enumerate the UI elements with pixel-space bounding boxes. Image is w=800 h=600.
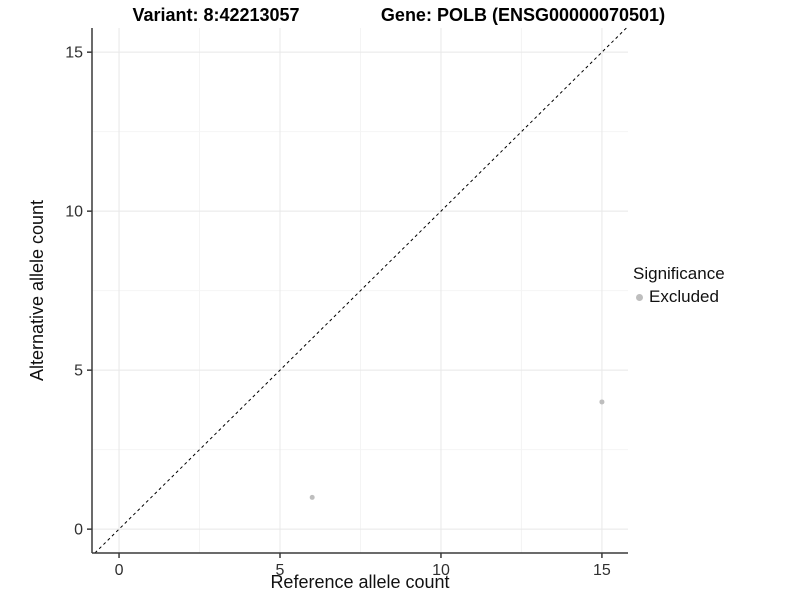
y-axis-title: Alternative allele count: [27, 199, 48, 382]
x-tick-label: 10: [432, 562, 450, 579]
x-tick-label: 5: [276, 562, 285, 579]
y-tick-label: 10: [65, 204, 83, 221]
identity-line: [94, 27, 627, 554]
legend-item-label: Excluded: [649, 287, 719, 306]
x-axis-title: Reference allele count: [270, 572, 450, 592]
data-point: [599, 399, 605, 405]
y-tick-label: 0: [74, 522, 83, 539]
y-tick-label: 5: [74, 363, 83, 380]
legend-key-dot: [636, 293, 643, 301]
legend-title: Significance: [633, 264, 725, 283]
data-point: [309, 494, 315, 500]
gene-title: Gene: POLB (ENSG00000070501): [380, 5, 666, 25]
x-tick-label: 0: [115, 562, 124, 579]
legend: Significance Excluded: [633, 264, 725, 307]
y-tick-label: 15: [65, 45, 83, 62]
x-tick-label: 15: [593, 562, 611, 579]
variant-title: Variant: 8:42213057: [132, 5, 300, 25]
legend-item-excluded: Excluded: [633, 287, 725, 307]
y-axis-title-box: Alternative allele count: [10, 28, 66, 553]
